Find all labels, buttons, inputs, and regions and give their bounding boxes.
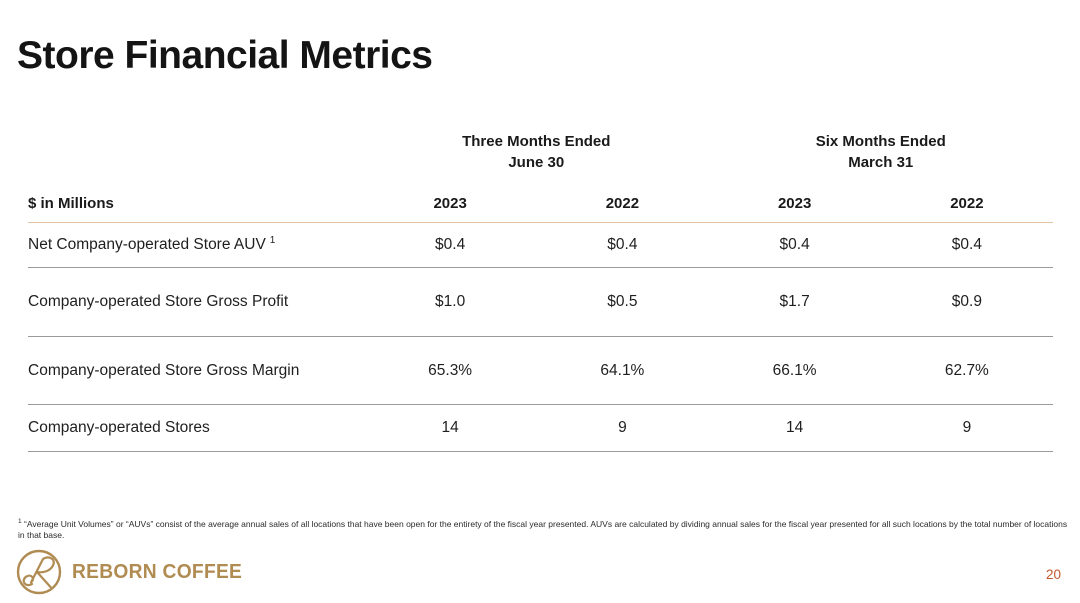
row-value: $0.4 (435, 236, 466, 253)
row-value: $0.9 (951, 293, 982, 310)
table-body: Net Company-operated Store AUV 1 $0.4 $0.… (28, 223, 1053, 452)
reborn-coffee-logo-icon (16, 549, 62, 595)
row-label-cell: Company-operated Store Gross Profit (28, 292, 364, 311)
row-value: 64.1% (600, 361, 645, 379)
row-value: 14 (441, 419, 459, 436)
row-label: Company-operated Store Gross Margin (28, 362, 300, 380)
row-value: $0.4 (951, 236, 982, 253)
period-group-three-months: Three Months Ended June 30 (364, 131, 709, 173)
table-row: Net Company-operated Store AUV 1 $0.4 $0.… (28, 223, 1053, 268)
group-header-spacer (28, 131, 364, 173)
table-row: Company-operated Store Gross Margin 65.3… (28, 337, 1053, 405)
page-number: 20 (1045, 567, 1061, 582)
row-label-cell: Company-operated Store Gross Margin (28, 361, 364, 380)
row-value: $1.7 (779, 293, 810, 310)
brand-logo: REBORN COFFEE (15, 548, 249, 596)
year-header-row: $ in Millions 2023 2022 2023 2022 (28, 173, 1053, 223)
footnote-text: “Average Unit Volumes” or “AUVs” consist… (18, 518, 1068, 540)
row-superscript: 1 (269, 235, 276, 247)
brand-name: REBORN COFFEE (72, 560, 243, 583)
footnote-marker: 1 (18, 518, 22, 525)
year-header: 2022 (950, 195, 984, 212)
row-value: $0.5 (607, 293, 638, 310)
table-row: Company-operated Stores 14 9 14 9 (28, 405, 1053, 452)
period-group-line2: March 31 (848, 154, 914, 171)
row-value: $0.4 (607, 236, 638, 253)
period-group-line2: June 30 (508, 154, 565, 171)
row-label-cell: Company-operated Stores (28, 418, 364, 437)
period-group-line1: Six Months Ended (815, 133, 946, 150)
row-label-cell: Net Company-operated Store AUV 1 (28, 235, 364, 254)
row-value: 9 (618, 419, 627, 436)
table-row: Company-operated Store Gross Profit $1.0… (28, 268, 1053, 337)
row-label: Company-operated Store Gross Profit (28, 293, 289, 311)
page-title: Store Financial Metrics (17, 34, 433, 77)
financial-metrics-table: Three Months Ended June 30 Six Months En… (28, 131, 1053, 452)
row-value: 66.1% (772, 361, 817, 379)
row-value: 9 (962, 419, 972, 436)
unit-label: $ in Millions (28, 195, 114, 212)
year-header: 2023 (433, 195, 467, 212)
year-header: 2023 (777, 195, 812, 212)
row-label: Company-operated Stores (28, 419, 210, 437)
row-value: 62.7% (944, 361, 989, 379)
period-group-header-row: Three Months Ended June 30 Six Months En… (28, 131, 1053, 173)
period-group-six-months: Six Months Ended March 31 (709, 131, 1054, 173)
row-value: $0.4 (779, 236, 810, 253)
period-group-line1: Three Months Ended (462, 133, 611, 150)
row-value: 14 (786, 419, 804, 436)
footnote: 1 “Average Unit Volumes” or “AUVs” consi… (18, 516, 1068, 541)
row-value: $1.0 (435, 293, 466, 310)
year-header: 2022 (605, 195, 640, 212)
row-label: Net Company-operated Store AUV (28, 236, 266, 254)
row-value: 65.3% (428, 361, 473, 379)
